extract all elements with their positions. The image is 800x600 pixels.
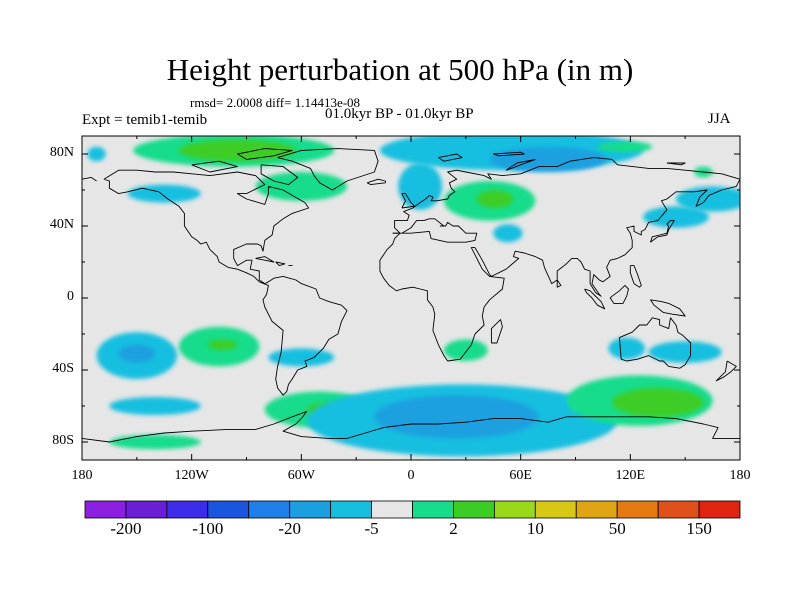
colorbar-label: -200 — [110, 519, 142, 538]
plot-title: Height perturbation at 500 hPa (in m) — [166, 52, 634, 87]
coastline — [493, 151, 525, 157]
experiment-label: Expt = temib1-temib — [82, 112, 208, 128]
anomaly-region — [87, 146, 106, 162]
colorbar-label: -5 — [364, 519, 379, 538]
colorbar-swatch — [575, 500, 618, 519]
x-tick-label: 0 — [407, 468, 415, 483]
coastline — [666, 162, 686, 166]
coastline — [618, 317, 692, 369]
colorbar-swatch — [534, 500, 577, 519]
colorbar-swatch — [330, 500, 372, 519]
colorbar-swatch — [698, 500, 741, 519]
colorbar — [84, 500, 741, 519]
colorbar-swatch — [371, 500, 413, 519]
colorbar-swatch — [166, 500, 209, 519]
coastline — [505, 158, 536, 171]
colorbar-swatch — [207, 500, 250, 519]
anomaly-region — [178, 139, 296, 162]
colorbar-swatch — [289, 500, 332, 519]
x-tick-label: 120E — [615, 468, 646, 483]
coastline — [260, 164, 299, 186]
colorbar-label: 2 — [449, 519, 458, 538]
coastline — [277, 148, 379, 191]
coastline — [584, 288, 606, 310]
coastline — [366, 178, 386, 186]
anomaly-region — [118, 344, 156, 363]
anomaly-region — [443, 339, 488, 362]
coastlines — [82, 148, 740, 443]
coastline — [401, 193, 416, 209]
anomaly-region — [648, 341, 722, 363]
anomaly-region — [476, 190, 514, 208]
colorbar-swatch — [412, 500, 454, 519]
coastline — [715, 360, 737, 382]
coastline — [191, 160, 238, 173]
colorbar-label: 50 — [608, 519, 626, 538]
anomaly-region — [374, 395, 539, 439]
colorbar-swatch — [84, 500, 127, 519]
y-tick-label: 0 — [67, 289, 74, 304]
coastline — [82, 176, 97, 182]
anomaly-region — [109, 434, 201, 450]
x-tick-label: 120W — [174, 468, 209, 483]
anomaly-region — [493, 224, 523, 243]
anomaly-region — [208, 339, 238, 351]
coastline — [649, 220, 675, 243]
colorbar-swatch — [125, 500, 168, 519]
colorbar-label: 10 — [526, 519, 544, 538]
x-tick-label: 60E — [509, 468, 532, 483]
colorbar-label: -20 — [278, 519, 302, 538]
y-tick-label: 80N — [49, 145, 74, 160]
coastline — [255, 256, 275, 263]
coastline — [392, 157, 740, 234]
colorbar-label: 150 — [686, 519, 712, 538]
anomaly-region — [268, 348, 335, 367]
axis-ticks — [81, 136, 741, 460]
y-tick-label: 40S — [52, 361, 74, 376]
anomaly-region — [608, 337, 645, 360]
coastline — [556, 279, 562, 288]
period-subtitle: 01.0kyr BP - 01.0kyr BP — [325, 106, 474, 122]
anomaly-region — [127, 184, 201, 203]
colorbar-swatch — [616, 500, 659, 519]
coastline — [275, 261, 286, 267]
y-tick-label: 80S — [52, 433, 74, 448]
colorbar-swatch — [657, 500, 700, 519]
colorbar-swatch — [248, 500, 291, 519]
anomaly-region — [109, 397, 201, 415]
anomaly-region — [255, 172, 348, 201]
coastline — [438, 153, 463, 162]
anomaly-region — [676, 186, 740, 212]
coastline — [609, 284, 629, 304]
coastline — [82, 410, 740, 443]
x-tick-label: 60W — [287, 468, 315, 483]
coastline — [650, 299, 686, 317]
anomaly-region — [489, 146, 607, 172]
anomaly-region — [612, 388, 704, 417]
anomaly-region — [597, 141, 653, 153]
y-tick-label: 40N — [49, 217, 74, 232]
colorbar-swatch — [493, 500, 536, 519]
season-label: JJA — [708, 111, 731, 127]
stats-subtitle: rmsd= 2.0008 diff= 1.14413e-08 — [190, 95, 361, 110]
x-tick-label: 180 — [71, 468, 93, 483]
x-tick-label: 180 — [729, 468, 751, 483]
colorbar-label: -100 — [192, 519, 224, 538]
colorbar-swatch — [453, 500, 495, 519]
coastline — [379, 178, 740, 362]
anomaly-region — [398, 163, 443, 210]
coastline — [629, 265, 642, 288]
anomaly-field — [87, 136, 740, 457]
coastline — [490, 319, 503, 344]
coastline — [237, 148, 293, 160]
coastline — [103, 169, 348, 396]
anomaly-region — [643, 206, 709, 228]
